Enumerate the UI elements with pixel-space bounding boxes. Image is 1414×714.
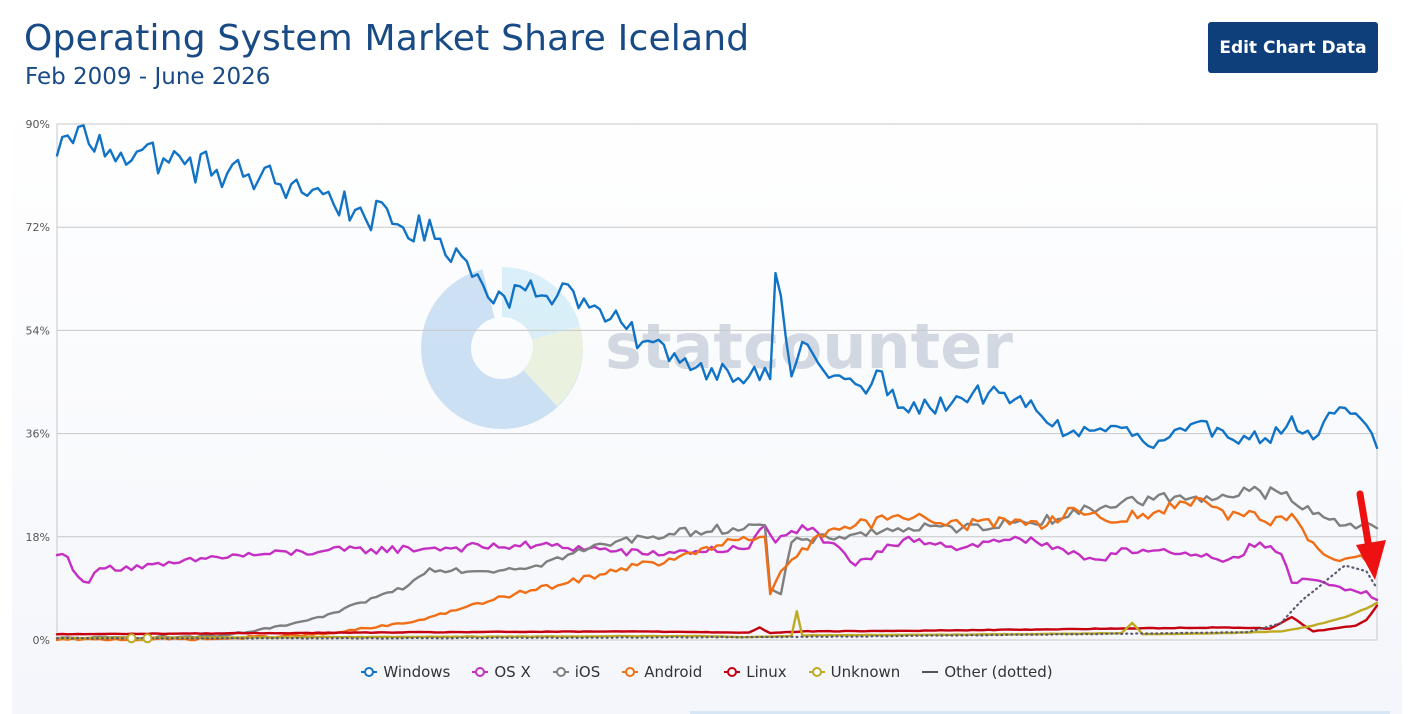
y-tick-label: 90% [26,118,50,131]
legend-marker-icon [622,666,639,678]
series-line-unknown[interactable] [55,601,1379,642]
y-tick-label: 36% [26,428,50,441]
legend-item-os-x[interactable]: OS X [472,663,531,681]
legend-marker-icon [472,666,489,678]
legend-label: Linux [746,663,787,681]
edit-chart-data-button[interactable]: Edit Chart Data [1208,22,1378,73]
legend-marker-icon [724,666,741,678]
legend-marker-icon [552,666,569,678]
legend-label: Android [644,663,703,681]
series-marker [142,633,153,644]
legend-label: Other (dotted) [944,663,1053,681]
legend-marker-icon [361,666,378,678]
chart-legend: Windows OS X iOS Android Linux Unknown Other (… [0,660,1414,684]
legend-item-other-dotted[interactable]: Other (dotted) [922,663,1053,681]
legend-marker-icon [808,666,825,678]
legend-item-windows[interactable]: Windows [361,663,450,681]
y-tick-label: 18% [26,531,50,544]
series-marker [126,633,137,644]
chart-title: Operating System Market Share Iceland [24,18,750,59]
legend-item-android[interactable]: Android [622,663,702,681]
y-tick-label: 54% [26,324,50,337]
bottom-scroll-indicator [690,711,1390,714]
legend-label: iOS [574,663,601,681]
series-line-linux[interactable] [55,604,1379,636]
y-tick-label: 72% [26,221,50,234]
series-line-android[interactable] [55,496,1379,642]
chart-background [12,95,1402,714]
series-line-windows[interactable] [55,124,1379,450]
series-line-ios[interactable] [55,485,1379,641]
arrow-shaft [1356,490,1373,552]
legend-marker-icon [922,666,939,678]
legend-label: OS X [494,663,531,681]
annotation-arrow [1356,490,1386,580]
arrow-head [1356,540,1386,580]
legend-item-ios[interactable]: iOS [552,663,601,681]
statcounter-watermark: statcounter [421,266,1013,429]
legend-item-linux[interactable]: Linux [724,663,787,681]
series-line-os-x[interactable] [55,524,1379,602]
chart-subtitle: Feb 2009 - June 2026 [25,64,271,90]
y-tick-label: 0% [33,634,50,647]
series-line-other[interactable] [55,564,1379,640]
legend-label: Windows [383,663,451,681]
legend-item-unknown[interactable]: Unknown [808,663,901,681]
legend-label: Unknown [830,663,901,681]
